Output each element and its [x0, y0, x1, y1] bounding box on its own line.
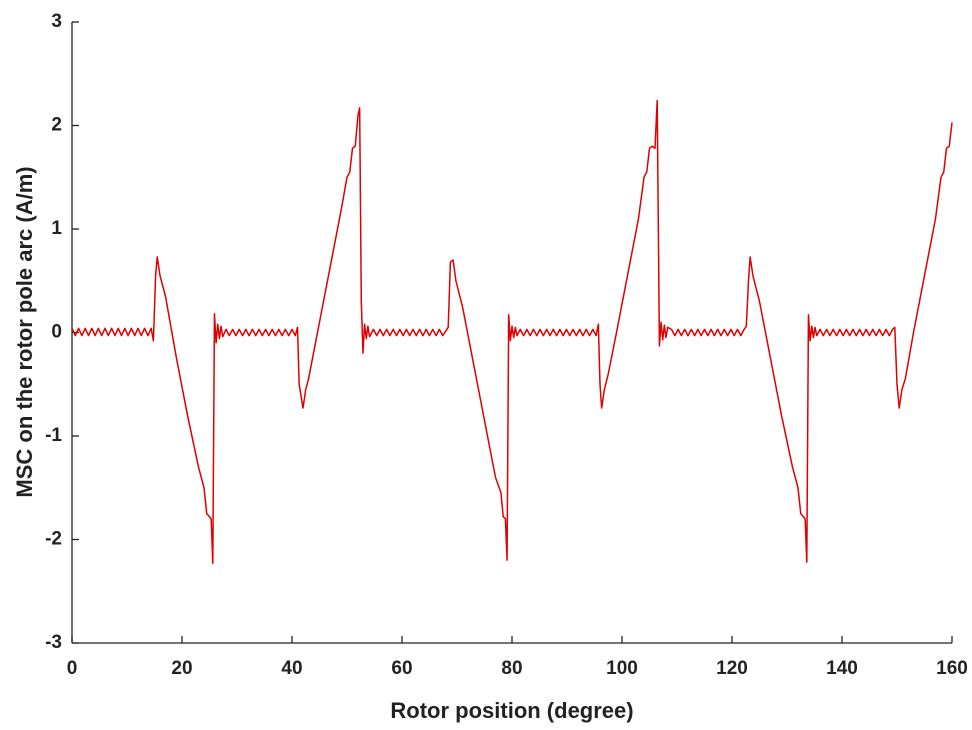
y-tick-label: 1 [51, 218, 62, 239]
y-tick-label: -2 [45, 529, 62, 550]
y-tick-label: -3 [45, 632, 62, 653]
y-tick-label: 3 [51, 11, 62, 32]
x-tick-label: 0 [67, 658, 78, 679]
y-tick-label: 2 [51, 115, 62, 136]
x-tick-label: 100 [606, 658, 638, 679]
y-tick-label: 0 [51, 322, 62, 343]
x-tick-label: 60 [391, 658, 412, 679]
y-tick-label: -1 [45, 425, 62, 446]
y-axis-label: MSC on the rotor pole arc (A/m) [12, 166, 37, 497]
x-tick-label: 40 [281, 658, 302, 679]
x-tick-label: 80 [501, 658, 522, 679]
x-tick-label: 160 [936, 658, 968, 679]
x-tick-label: 140 [826, 658, 858, 679]
data-line [71, 99, 953, 565]
x-tick-label: 20 [171, 658, 192, 679]
x-axis-label: Rotor position (degree) [390, 698, 633, 723]
x-tick-label: 120 [716, 658, 748, 679]
